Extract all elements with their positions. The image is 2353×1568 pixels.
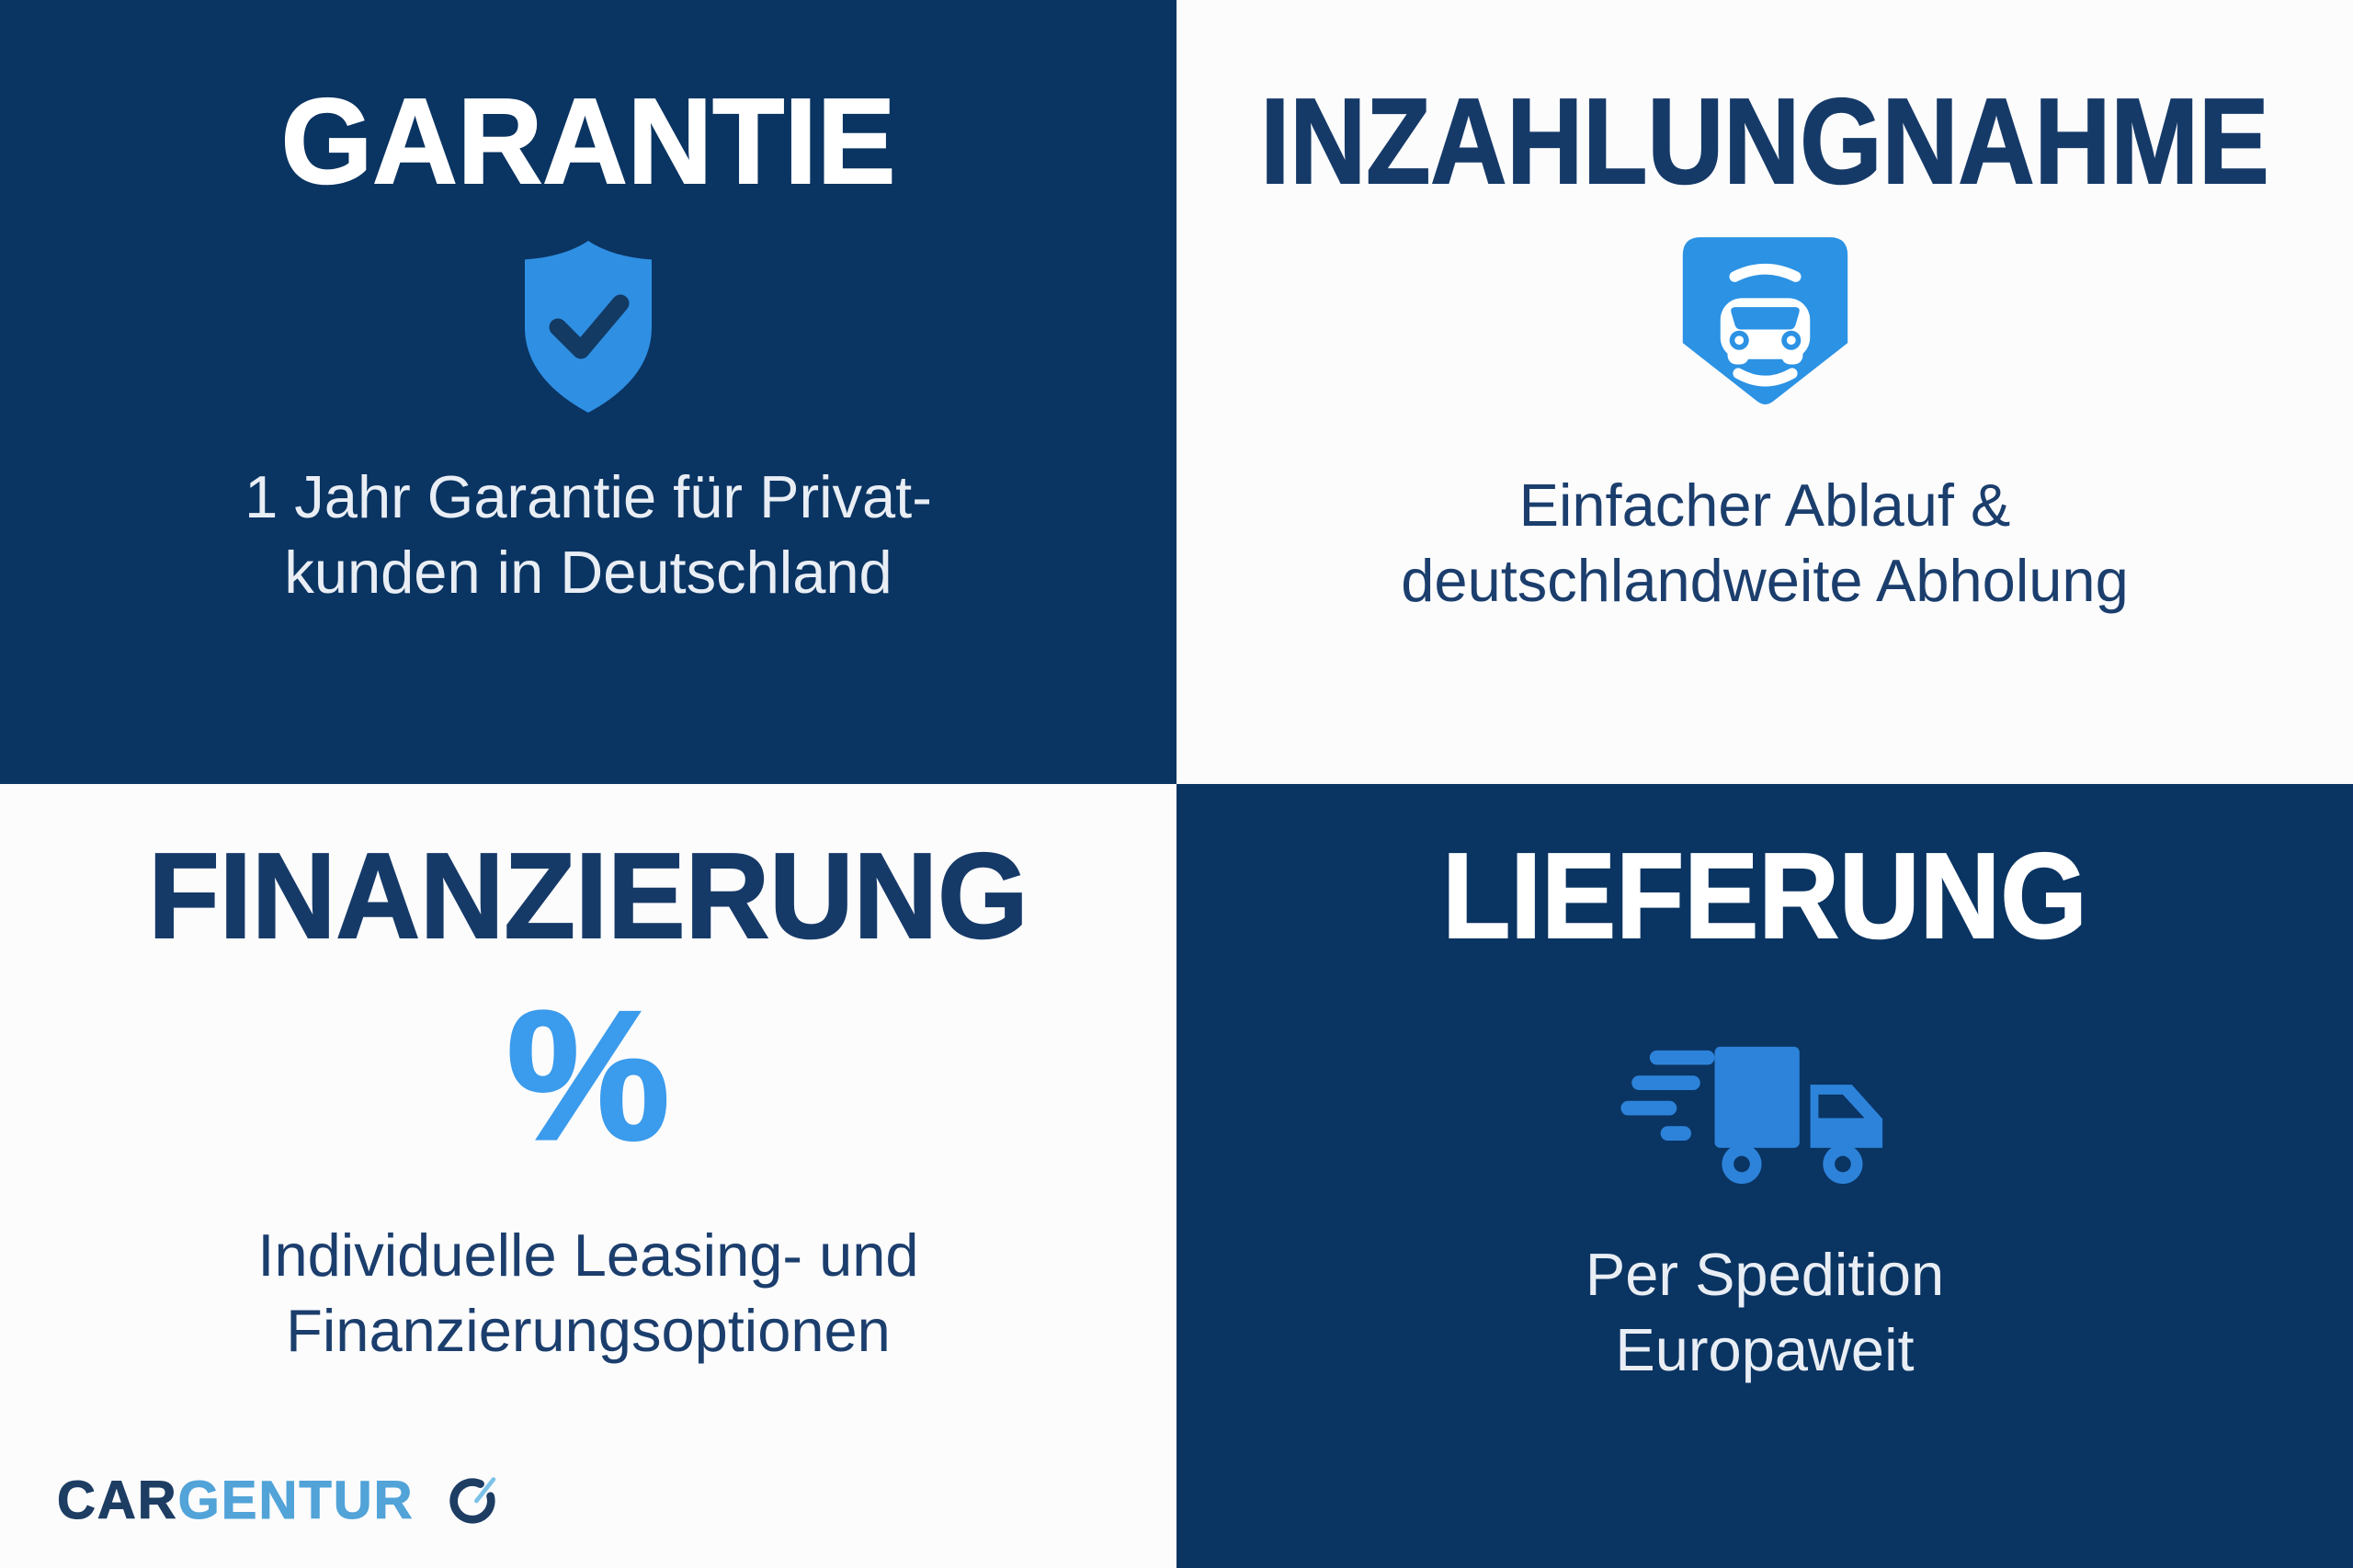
shield-check-icon [0,235,1176,419]
lieferung-description: Per Spedition Europaweit [1176,1237,2353,1388]
garantie-description-line2: kunden in Deutschland [284,538,892,606]
garantie-description: 1 Jahr Garantie für Privat- kunden in De… [0,460,1176,610]
cargentur-logo-text: CARGENTUR [57,1471,415,1530]
quadrant-lieferung: LIEFERUNG Per Spedition Eu [1176,784,2353,1568]
percent-icon: % [506,973,672,1178]
lieferung-description-line2: Europaweit [1615,1315,1915,1383]
garantie-description-line1: 1 Jahr Garantie für Privat- [244,463,932,530]
car-badge-icon [1176,232,2353,429]
logo-part-gentur: GENTUR [177,1471,415,1530]
finanzierung-description-line1: Individuelle Leasing- und [257,1221,919,1289]
delivery-truck-icon [1176,1041,2353,1189]
quadrant-inzahlungnahme: INZAHLUNGNAHME Einfacher Ablauf & deutsc… [1176,0,2353,784]
lieferung-title: LIEFERUNG [1441,828,2088,963]
lieferung-description-line1: Per Spedition [1585,1241,1945,1308]
inzahlungnahme-description: Einfacher Ablauf & deutschlandweite Abho… [1176,468,2353,619]
finanzierung-description: Individuelle Leasing- und Finanzierungso… [0,1218,1176,1369]
finanzierung-title: FINANZIERUNG [147,828,1029,963]
cargentur-logo: CARGENTUR [57,1471,499,1530]
quadrant-garantie: GARANTIE 1 Jahr Garantie für Privat- kun… [0,0,1176,784]
logo-part-car: CAR [57,1471,178,1530]
garantie-title: GARANTIE [280,74,897,209]
inzahlungnahme-description-line1: Einfacher Ablauf & [1518,472,2011,539]
inzahlungnahme-description-line2: deutschlandweite Abholung [1401,546,2129,614]
finanzierung-description-line2: Finanzierungsoptionen [286,1296,891,1364]
cargentur-c-mark-icon [446,1474,499,1528]
quadrant-finanzierung: FINANZIERUNG % Individuelle Leasing- und… [0,784,1176,1568]
inzahlungnahme-title: INZAHLUNGNAHME [1259,74,2269,209]
